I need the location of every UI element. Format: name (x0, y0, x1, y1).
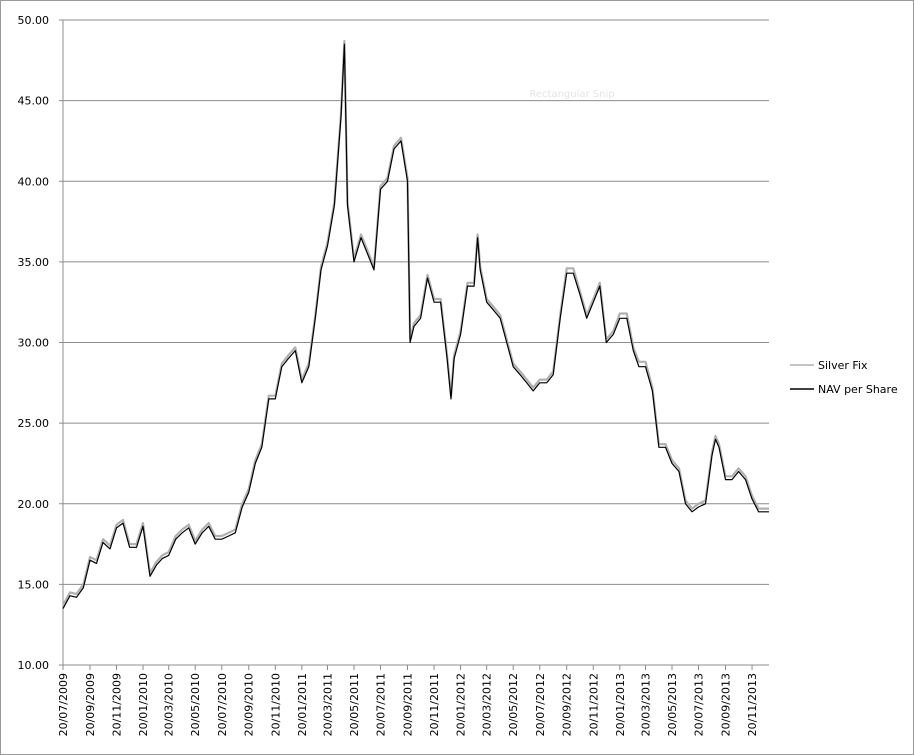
y-tick-label: 30.00 (18, 337, 50, 350)
legend-label: NAV per Share (818, 383, 898, 396)
x-tick-label: 20/09/2013 (720, 673, 733, 736)
x-tick-label: 20/05/2012 (507, 673, 520, 736)
y-tick-label: 15.00 (18, 578, 50, 591)
y-tick-label: 10.00 (18, 659, 50, 672)
x-tick-label: 20/05/2011 (348, 673, 361, 736)
x-tick-label: 20/09/2012 (561, 673, 574, 736)
x-tick-label: 20/09/2010 (243, 673, 256, 736)
x-tick-label: 20/05/2013 (666, 673, 679, 736)
x-tick-label: 20/09/2011 (402, 673, 415, 736)
y-tick-label: 25.00 (18, 417, 50, 430)
x-tick-label: 20/11/2010 (269, 673, 282, 736)
x-tick-label: 20/09/2009 (84, 673, 97, 736)
x-tick-label: 20/07/2010 (216, 673, 229, 736)
x-tick-label: 20/03/2011 (321, 673, 334, 736)
x-tick-label: 20/03/2010 (163, 673, 176, 736)
x-tick-label: 20/01/2013 (614, 673, 627, 736)
series-line (62, 43, 769, 609)
x-tick-label: 20/11/2009 (111, 673, 124, 736)
x-tick-label: 20/07/2013 (693, 673, 706, 736)
y-tick-label: 40.00 (18, 175, 50, 188)
x-tick-label: 20/11/2013 (746, 673, 759, 736)
x-tick-label: 20/01/2010 (137, 673, 150, 736)
x-tick-label: 20/07/2012 (534, 673, 547, 736)
annotation: Rectangular Snip (529, 89, 614, 100)
x-tick-label: 20/05/2010 (189, 673, 202, 736)
y-tick-label: 45.00 (18, 95, 50, 108)
y-tick-label: 50.00 (18, 14, 50, 27)
x-tick-label: 20/03/2013 (639, 673, 652, 736)
x-tick-label: 20/07/2009 (57, 673, 70, 736)
legend-label: Silver Fix (818, 359, 868, 372)
x-tick-label: 20/01/2012 (455, 673, 468, 736)
x-tick-label: 20/11/2011 (428, 673, 441, 736)
x-tick-label: 20/11/2012 (587, 673, 600, 736)
y-tick-label: 35.00 (18, 256, 50, 269)
x-tick-label: 20/07/2011 (375, 673, 388, 736)
y-tick-label: 20.00 (18, 498, 50, 511)
x-tick-label: 20/03/2012 (481, 673, 494, 736)
x-tick-label: 20/01/2011 (296, 673, 309, 736)
